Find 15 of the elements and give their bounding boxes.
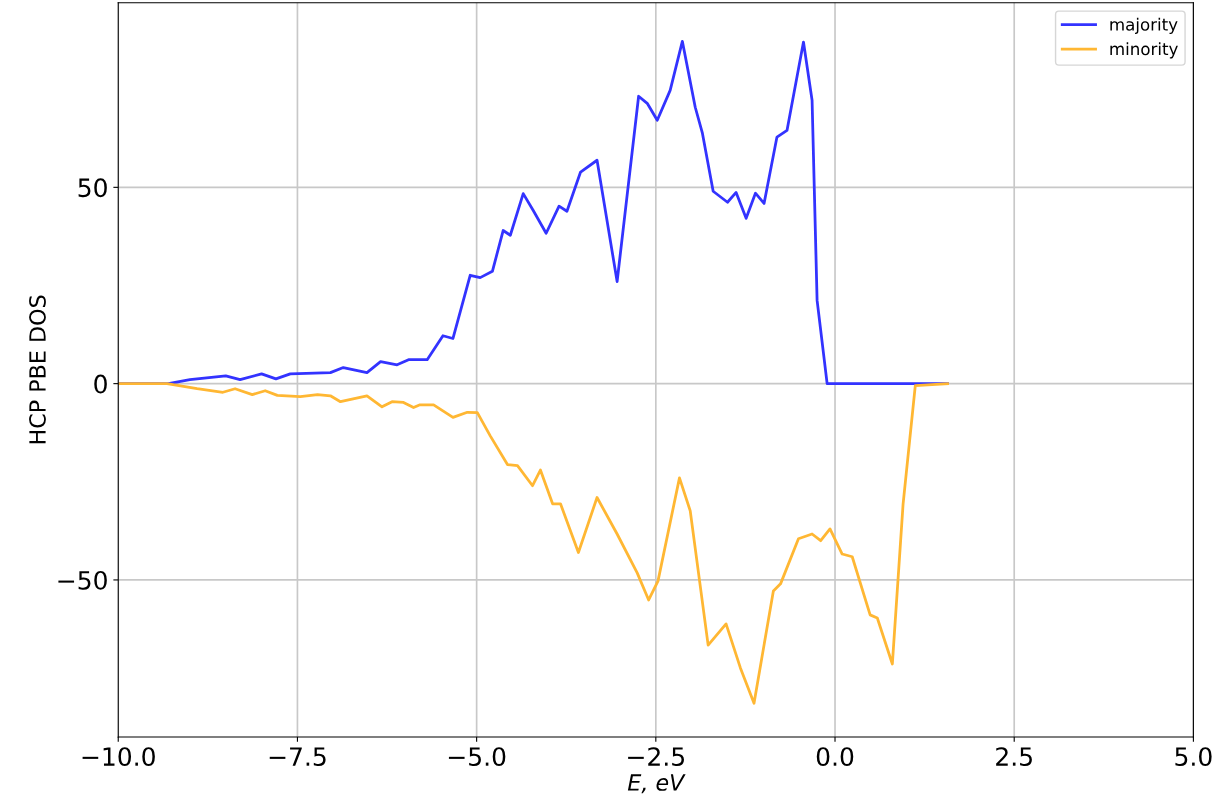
legend-label: majority (1110, 17, 1178, 34)
y-axis-title: HCP PBE DOS (29, 295, 46, 444)
y-tick-label: 0 (94, 374, 107, 394)
y-tick-label: −50 (58, 570, 107, 590)
x-tick-label: 5.0 (1175, 747, 1212, 767)
x-tick-label: −2.5 (628, 747, 684, 767)
legend-label: minority (1110, 42, 1178, 59)
y-tick-label: 50 (78, 178, 107, 198)
x-tick-label: −5.0 (448, 747, 506, 767)
x-tick-label: −7.5 (269, 747, 326, 767)
x-tick-label: −10.0 (82, 747, 155, 767)
x-tick-label: 0.0 (816, 747, 854, 767)
x-axis-title: E, eV (627, 774, 686, 794)
line-series (118, 382, 949, 705)
x-tick-label: 2.5 (996, 747, 1032, 767)
